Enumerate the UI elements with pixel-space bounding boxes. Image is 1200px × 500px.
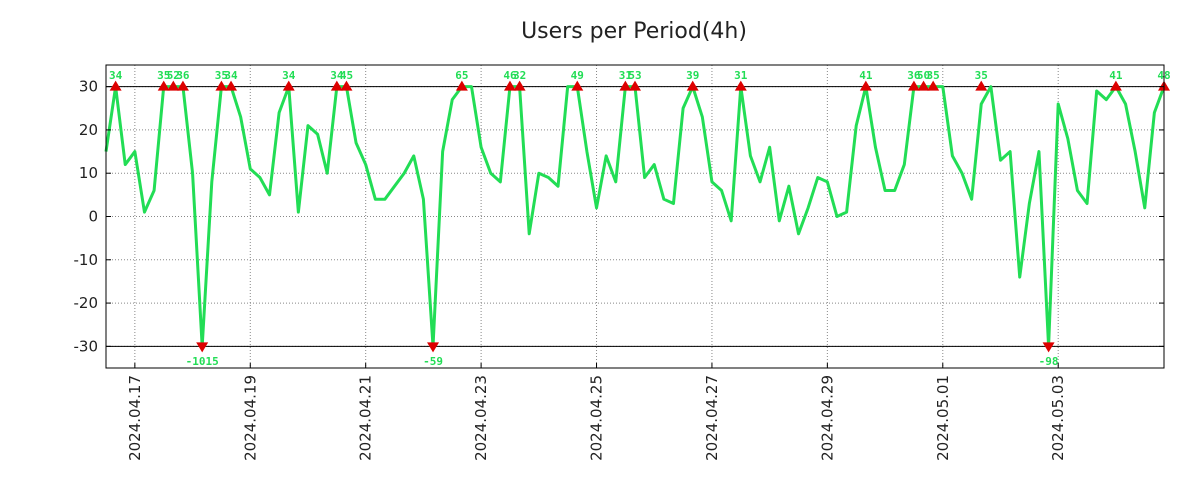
y-tick-label: -10 — [74, 251, 99, 269]
clip-marker-up — [571, 80, 584, 91]
clip-marker-up — [167, 80, 180, 91]
clip-marker-up — [176, 80, 189, 91]
clip-label: 34 — [224, 69, 238, 82]
y-tick-label: 0 — [88, 208, 98, 226]
clip-label: 36 — [176, 69, 190, 82]
clip-marker-up — [734, 80, 747, 91]
clip-marker-up — [975, 80, 988, 91]
clip-markers — [109, 80, 1170, 353]
clip-marker-up — [282, 80, 295, 91]
plot-frame — [105, 64, 1165, 369]
clip-marker-down — [1042, 342, 1055, 353]
clip-label: -59 — [423, 355, 443, 368]
clip-marker-up — [907, 80, 920, 91]
x-tick-label: 2024.05.03 — [1049, 375, 1067, 461]
chart-title: Users per Period(4h) — [521, 19, 747, 44]
clip-label: 36 — [907, 69, 921, 82]
x-tick-label: 2024.04.19 — [241, 375, 259, 461]
clip-label: 46 — [503, 69, 517, 82]
grid — [106, 65, 1164, 368]
clip-label: 31 — [619, 69, 633, 82]
clip-label: 35 — [927, 69, 940, 82]
x-tick-label: 2024.04.23 — [472, 375, 490, 461]
clip-label: 41 — [1109, 69, 1123, 82]
clip-label: -1015 — [186, 355, 219, 368]
clip-marker-down — [196, 342, 209, 353]
clip-marker-up — [109, 80, 122, 91]
clip-label: 39 — [686, 69, 699, 82]
clip-label: 35 — [215, 69, 228, 82]
y-tick-label: 10 — [79, 164, 98, 182]
clip-label: 65 — [455, 69, 468, 82]
clip-label: 53 — [628, 69, 641, 82]
y-tick-label: 20 — [79, 121, 98, 139]
clip-marker-up — [157, 80, 170, 91]
clip-label: 31 — [734, 69, 748, 82]
y-axis-ticks: -30 -20 -10 0 10 20 30 — [74, 78, 1164, 355]
clip-marker-up — [503, 80, 516, 91]
clip-label: 45 — [340, 69, 353, 82]
clip-marker-up — [927, 80, 940, 91]
x-tick-label: 2024.04.29 — [818, 375, 836, 461]
y-tick-label: -30 — [74, 337, 99, 355]
x-tick-label: 2024.04.21 — [357, 375, 375, 461]
clip-marker-up — [859, 80, 872, 91]
clip-label: 49 — [571, 69, 584, 82]
clip-marker-up — [619, 80, 632, 91]
clip-label: 34 — [109, 69, 123, 82]
clip-marker-up — [917, 80, 930, 91]
clip-marker-up — [455, 80, 468, 91]
clip-label: 34 — [330, 69, 344, 82]
clip-label: 34 — [282, 69, 296, 82]
clip-label: 52 — [167, 69, 180, 82]
x-tick-label: 2024.04.17 — [126, 375, 144, 461]
clip-label: 41 — [859, 69, 873, 82]
clip-marker-up — [1109, 80, 1122, 91]
clip-marker-up — [340, 80, 353, 91]
clip-marker-up — [513, 80, 526, 91]
x-tick-label: 2024.04.27 — [703, 375, 721, 461]
clip-label: 50 — [917, 69, 930, 82]
x-tick-label: 2024.04.25 — [588, 375, 606, 461]
clip-marker-up — [215, 80, 228, 91]
clip-marker-down — [427, 342, 440, 353]
clip-label: 35 — [157, 69, 170, 82]
clip-label: 32 — [513, 69, 526, 82]
clip-label: 35 — [975, 69, 988, 82]
x-tick-label: 2024.05.01 — [934, 375, 952, 461]
x-axis-ticks: 2024.04.17 2024.04.19 2024.04.21 2024.04.23… — [126, 363, 1067, 461]
clip-marker-up — [686, 80, 699, 91]
y-tick-label: 30 — [79, 78, 98, 96]
clip-label: -98 — [1039, 355, 1059, 368]
clip-marker-up — [629, 80, 641, 91]
clip-marker-up — [225, 80, 238, 91]
clip-marker-up — [330, 80, 343, 91]
y-tick-label: -20 — [74, 294, 99, 312]
